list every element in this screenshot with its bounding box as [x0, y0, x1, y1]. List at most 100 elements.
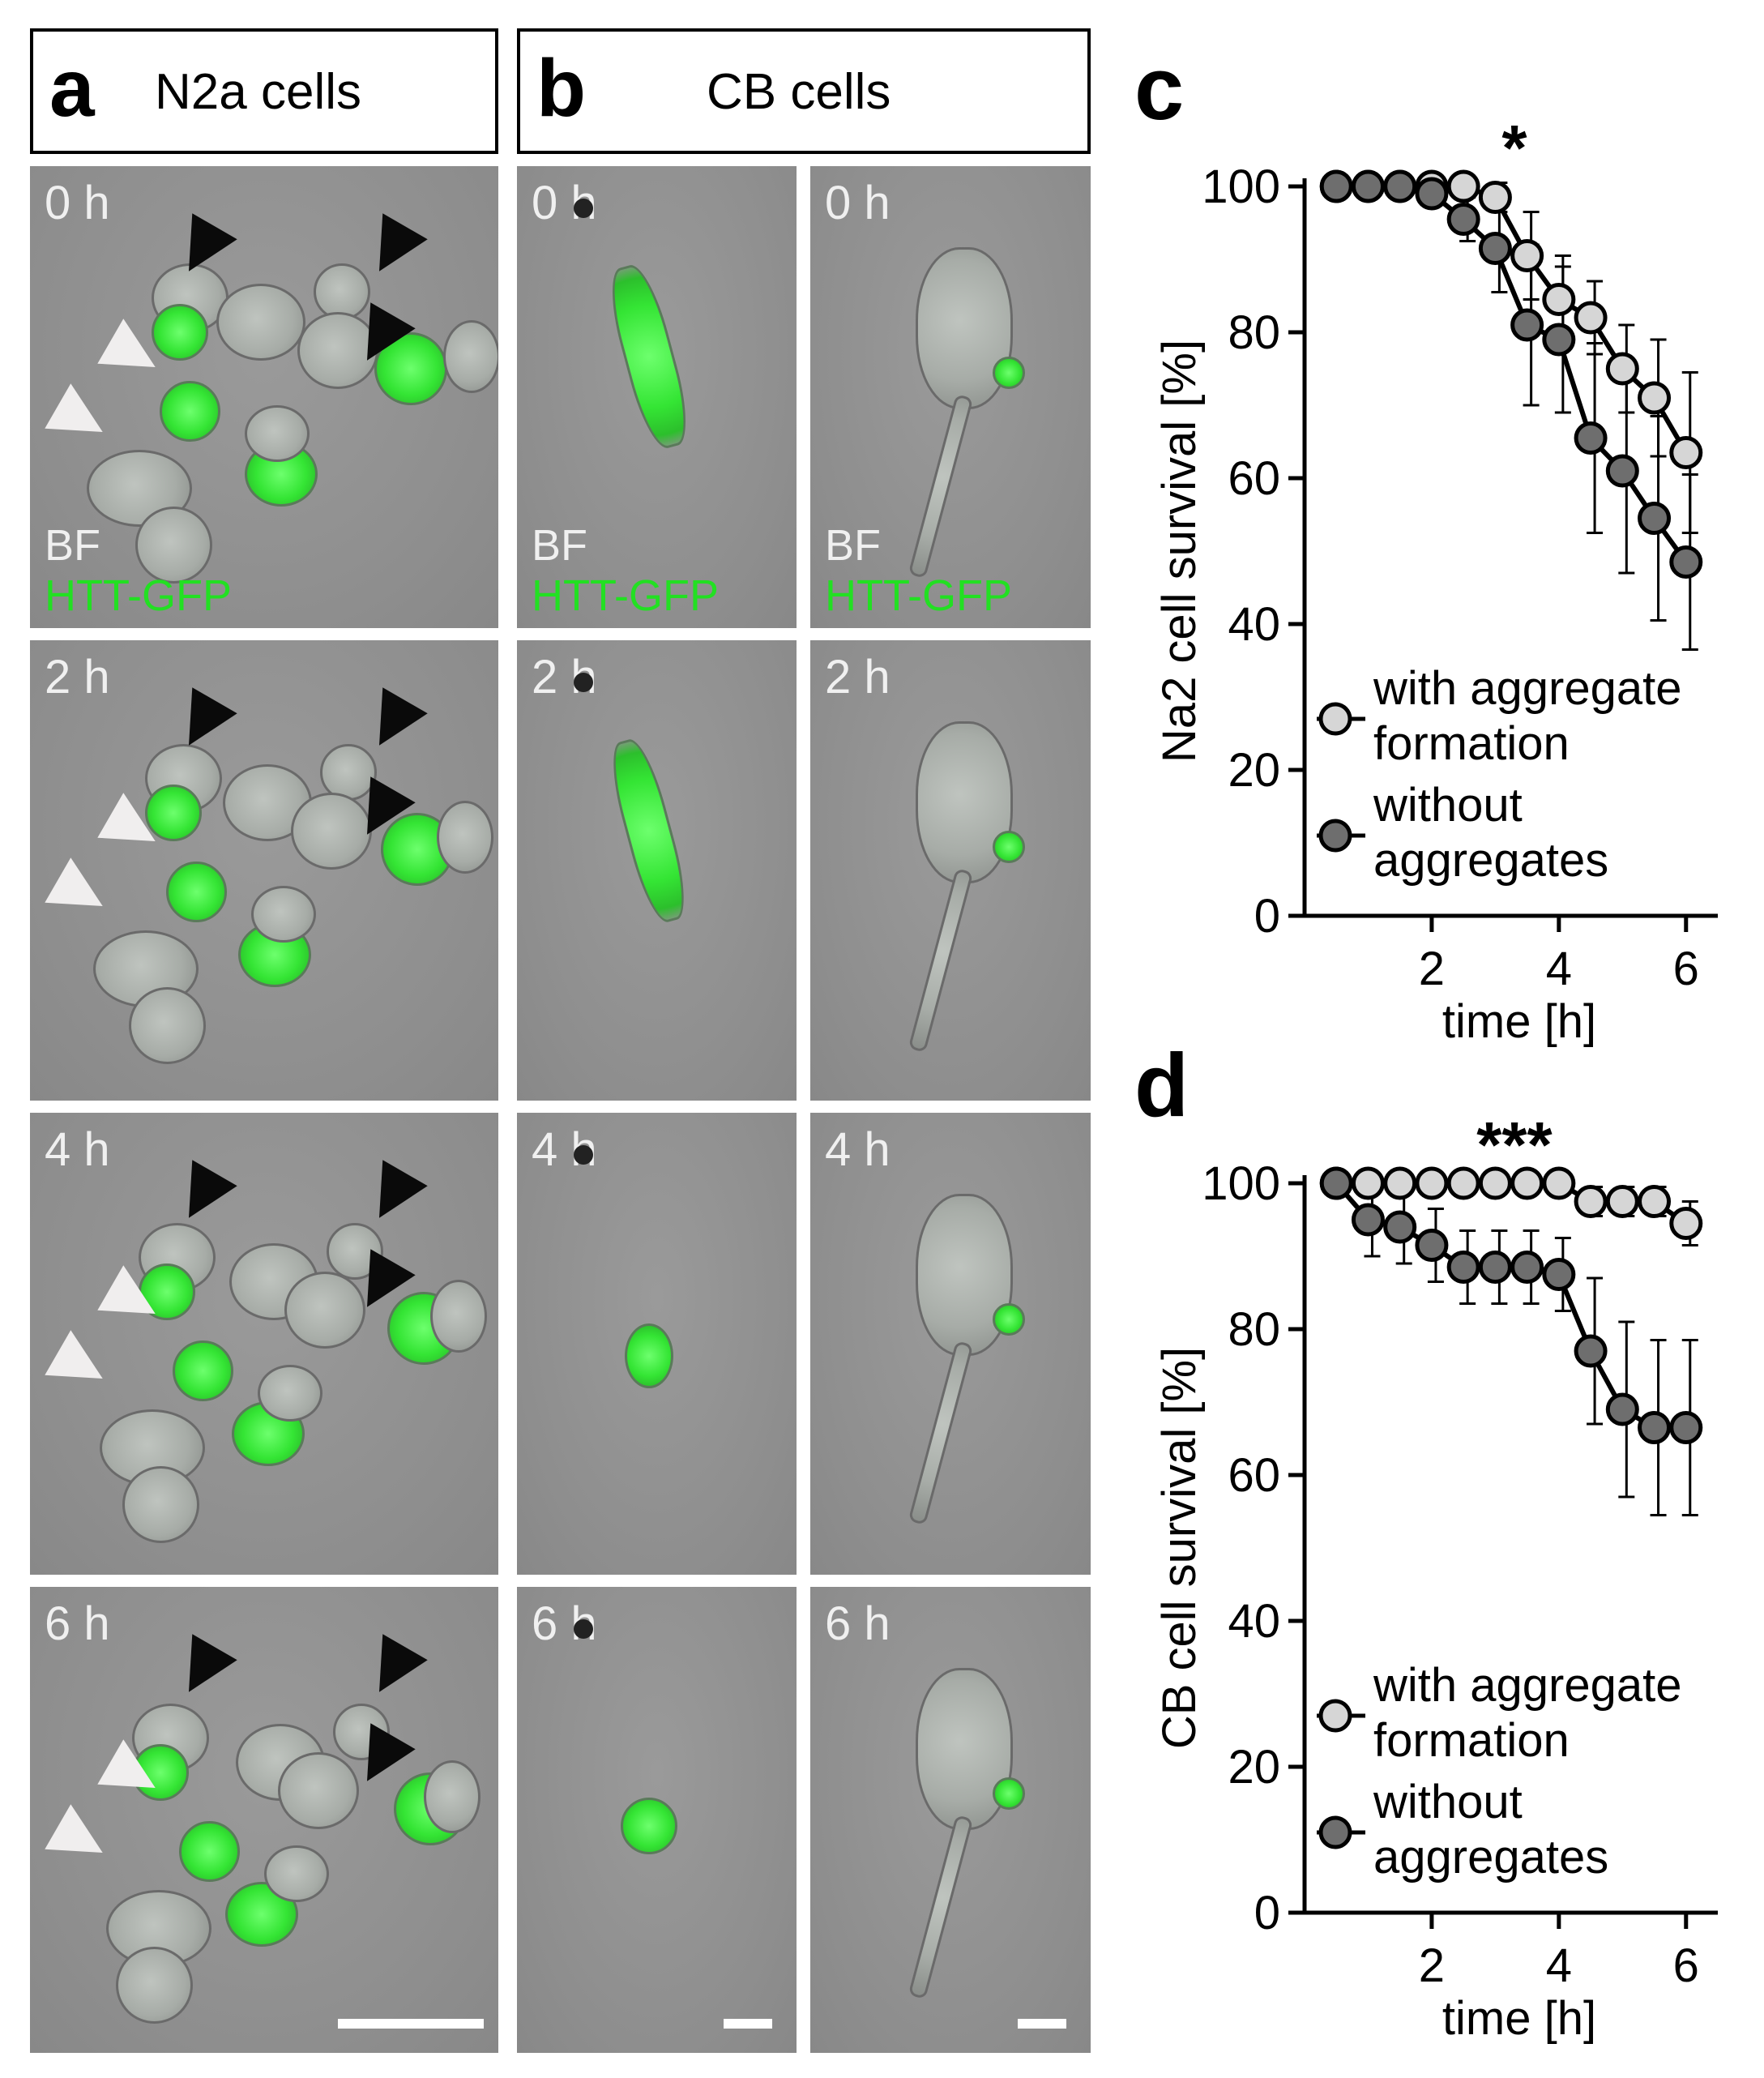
legend-label: aggregates [1373, 1831, 1608, 1883]
debris [574, 673, 593, 692]
data-point [1415, 177, 1449, 211]
y-tick-label: 0 [1254, 1887, 1280, 1939]
y-tick-label: 60 [1228, 452, 1280, 505]
x-tick-label: 4 [1546, 1939, 1572, 1992]
cell-process [908, 868, 974, 1053]
micrograph-panel: 0 h BF HTT-GFP [30, 166, 498, 628]
data-point [1669, 1207, 1703, 1240]
cell [251, 886, 316, 943]
htt-gfp-label: HTT-GFP [45, 571, 232, 620]
data-point [1415, 1229, 1449, 1262]
data-point [1669, 436, 1703, 469]
gfp-cell [160, 381, 220, 442]
y-tick-label: 80 [1228, 306, 1280, 359]
legend-label: with aggregate [1373, 1659, 1681, 1712]
data-point [1478, 1251, 1512, 1284]
timepoint-label: 0 h [45, 177, 110, 229]
data-point [1383, 1210, 1417, 1244]
micrograph-panel: 4 h [30, 1113, 498, 1575]
debris [574, 1145, 593, 1165]
legend-label: aggregates [1373, 834, 1608, 887]
micrograph-panel: 2 h [30, 640, 498, 1101]
cell [430, 1280, 487, 1353]
micrograph-panel: 6 h [30, 1587, 498, 2053]
micrograph-panel: 2 h [517, 640, 797, 1101]
significance-marker: * [1501, 122, 1527, 184]
bf-label: BF [532, 521, 588, 570]
cell [264, 1845, 329, 1902]
x-tick-label: 6 [1673, 943, 1699, 995]
data-point [1446, 169, 1480, 203]
cell [258, 1365, 322, 1422]
x-tick-label: 2 [1419, 943, 1445, 995]
cell [297, 312, 378, 389]
htt-gfp-label: HTT-GFP [532, 571, 719, 620]
data-point [1638, 1185, 1672, 1218]
data-point [1446, 203, 1480, 236]
black-arrowhead [166, 1160, 237, 1231]
timepoint-label: 6 h [45, 1597, 110, 1650]
gfp-aggregate [993, 1777, 1025, 1810]
cell [245, 405, 310, 462]
gfp-cell [145, 785, 202, 841]
gfp-cell [374, 332, 447, 405]
y-axis-label: CB cell survival [%] [1153, 1347, 1206, 1749]
data-point [1574, 1334, 1608, 1368]
black-arrowhead [357, 213, 428, 284]
gfp-cell [624, 1323, 673, 1388]
cell [291, 793, 372, 870]
data-point [1638, 502, 1672, 535]
x-axis-label: time [h] [1442, 995, 1596, 1048]
data-point [1383, 1166, 1417, 1200]
y-tick-label: 40 [1228, 598, 1280, 651]
cell [216, 284, 305, 361]
legend-marker [1318, 1699, 1352, 1733]
panel-b-letter: b [536, 43, 587, 134]
y-tick-label: 20 [1228, 1741, 1280, 1794]
data-point [1542, 1258, 1576, 1291]
micrograph-panel: 2 h [810, 640, 1091, 1101]
y-tick-label: 60 [1228, 1449, 1280, 1502]
cell [424, 1760, 481, 1833]
panel-a-title: N2a cells [155, 64, 361, 120]
data-point [1415, 1166, 1449, 1200]
data-point [1574, 421, 1608, 455]
data-point [1510, 1166, 1544, 1200]
cell-process [908, 1340, 974, 1525]
gfp-cell [603, 734, 694, 927]
data-point [1319, 1166, 1353, 1200]
chart-d: 0 20 40 60 80 100 2 4 6 time [h] CB cell survival … [1153, 1118, 1718, 2045]
gfp-cell [225, 1882, 298, 1947]
data-point [1351, 1166, 1385, 1200]
data-point [1542, 323, 1576, 357]
cell [916, 1668, 1013, 1830]
gfp-cell [179, 1821, 240, 1882]
panel-d-letter: d [1134, 1036, 1190, 1135]
micrograph-panel: 6 h [517, 1587, 797, 2053]
data-point [1351, 1203, 1385, 1237]
htt-gfp-label: HTT-GFP [825, 571, 1012, 620]
debris [574, 1619, 593, 1639]
data-point [1638, 1411, 1672, 1444]
bf-label: BF [825, 521, 882, 570]
gfp-aggregate [993, 357, 1025, 389]
white-arrowhead [45, 857, 116, 929]
data-point [1605, 1185, 1639, 1218]
cell [116, 1947, 193, 2024]
data-point [1669, 545, 1703, 579]
x-tick-label: 2 [1419, 1939, 1445, 1992]
cell-process [908, 394, 974, 579]
panel-a-header: a N2a cells [30, 28, 498, 154]
cell [333, 1704, 390, 1760]
cell [122, 1466, 199, 1543]
cell [129, 987, 206, 1064]
gfp-aggregate [993, 1303, 1025, 1336]
data-point [1510, 239, 1544, 272]
x-axis-label: time [h] [1442, 1992, 1596, 2045]
cell [284, 1272, 365, 1349]
white-arrowhead [45, 383, 116, 455]
panel-a-letter: a [49, 43, 95, 134]
timepoint-label: 2 h [825, 651, 891, 703]
y-tick-label: 40 [1228, 1595, 1280, 1648]
gfp-cell [600, 260, 697, 453]
